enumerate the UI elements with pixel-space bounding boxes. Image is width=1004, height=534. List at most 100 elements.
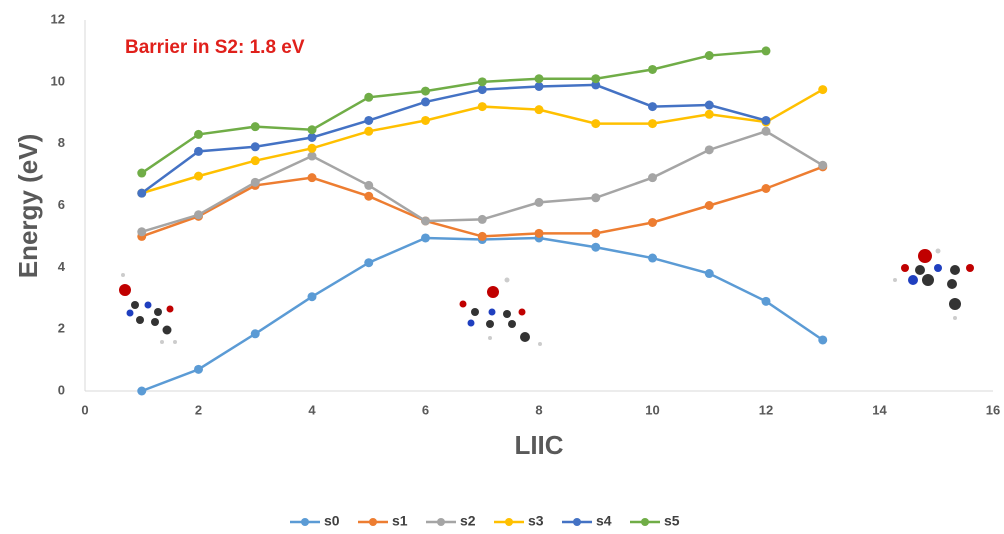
data-point	[251, 329, 260, 338]
y-axis-title: Energy (eV)	[13, 134, 43, 279]
data-point	[705, 269, 714, 278]
data-point	[648, 173, 657, 182]
data-point	[762, 127, 771, 136]
data-point	[251, 156, 260, 165]
data-point	[364, 127, 373, 136]
data-point	[194, 365, 203, 374]
x-tick-label: 4	[308, 402, 316, 417]
data-point	[535, 74, 544, 83]
legend-marker	[505, 518, 513, 526]
data-point	[421, 97, 430, 106]
molecule	[119, 273, 177, 344]
data-point	[535, 198, 544, 207]
data-point	[364, 258, 373, 267]
data-point	[421, 87, 430, 96]
data-point	[364, 192, 373, 201]
data-point	[308, 125, 317, 134]
data-point	[705, 101, 714, 110]
y-tick-label: 4	[58, 259, 66, 274]
data-point	[308, 133, 317, 142]
data-point	[705, 110, 714, 119]
chart: Barrier in S2: 1.8 eV LIIC Energy (eV) 0…	[0, 0, 1004, 534]
data-point	[308, 144, 317, 153]
legend-marker	[437, 518, 445, 526]
data-point	[762, 184, 771, 193]
data-point	[478, 102, 487, 111]
x-tick-label: 12	[759, 402, 773, 417]
data-point	[478, 77, 487, 86]
molecule	[460, 278, 543, 347]
data-point	[364, 116, 373, 125]
y-tick-label: 8	[58, 135, 65, 150]
legend-label: s5	[664, 513, 680, 529]
legend-label: s2	[460, 513, 476, 529]
data-point	[251, 142, 260, 151]
legend-marker	[641, 518, 649, 526]
data-point	[591, 193, 600, 202]
x-tick-label: 2	[195, 402, 202, 417]
x-tick-label: 16	[986, 402, 1000, 417]
y-tick-label: 0	[58, 382, 65, 397]
annotation: Barrier in S2: 1.8 eV	[125, 37, 305, 58]
data-point	[421, 116, 430, 125]
data-point	[478, 232, 487, 241]
data-point	[194, 210, 203, 219]
data-point	[535, 82, 544, 91]
data-point	[591, 74, 600, 83]
data-point	[705, 145, 714, 154]
data-point	[364, 181, 373, 190]
data-point	[648, 119, 657, 128]
data-point	[137, 227, 146, 236]
data-point	[308, 152, 317, 161]
series-line	[142, 238, 823, 391]
data-point	[421, 216, 430, 225]
data-point	[137, 169, 146, 178]
data-point	[194, 147, 203, 156]
data-point	[137, 189, 146, 198]
data-point	[818, 335, 827, 344]
data-point	[818, 161, 827, 170]
x-tick-label: 8	[535, 402, 542, 417]
molecule	[893, 249, 974, 321]
data-point	[308, 173, 317, 182]
x-axis-title: LIIC	[514, 430, 563, 460]
legend-label: s1	[392, 513, 408, 529]
data-point	[591, 119, 600, 128]
data-point	[705, 201, 714, 210]
data-point	[591, 229, 600, 238]
data-point	[194, 172, 203, 181]
data-point	[364, 93, 373, 102]
y-tick-label: 2	[58, 321, 65, 336]
data-point	[818, 85, 827, 94]
series-line	[142, 85, 766, 193]
data-point	[762, 46, 771, 55]
data-point	[535, 229, 544, 238]
data-point	[251, 178, 260, 187]
x-tick-label: 10	[645, 402, 659, 417]
data-point	[705, 51, 714, 60]
series-line	[142, 167, 823, 237]
data-point	[308, 292, 317, 301]
data-point	[478, 215, 487, 224]
legend-label: s0	[324, 513, 340, 529]
data-point	[648, 65, 657, 74]
data-point	[194, 130, 203, 139]
x-tick-label: 6	[422, 402, 429, 417]
data-point	[591, 243, 600, 252]
data-point	[648, 218, 657, 227]
data-point	[762, 116, 771, 125]
data-point	[535, 105, 544, 114]
legend-marker	[573, 518, 581, 526]
y-tick-label: 12	[51, 11, 65, 26]
data-point	[251, 122, 260, 131]
y-tick-label: 6	[58, 197, 65, 212]
series-line	[142, 51, 766, 173]
legend-label: s4	[596, 513, 612, 529]
data-point	[648, 102, 657, 111]
data-point	[762, 297, 771, 306]
legend-label: s3	[528, 513, 544, 529]
legend-marker	[301, 518, 309, 526]
data-point	[648, 254, 657, 263]
data-point	[137, 387, 146, 396]
data-point	[478, 85, 487, 94]
